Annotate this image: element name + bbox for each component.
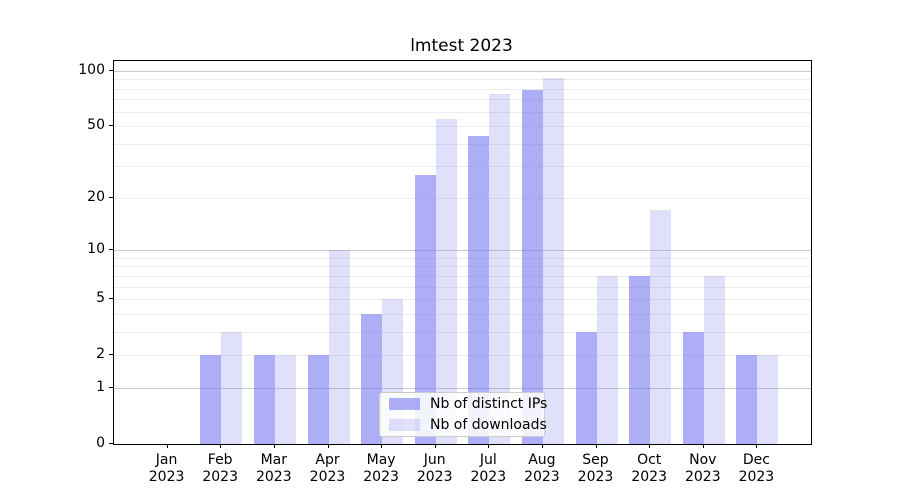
x-tick-mark bbox=[702, 444, 704, 448]
bar-distinct-ips-sep bbox=[575, 331, 597, 444]
bars-layer bbox=[114, 61, 811, 444]
bar-downloads-jul bbox=[489, 93, 511, 444]
chart-title: lmtest 2023 bbox=[410, 36, 513, 56]
gridline-minor bbox=[114, 166, 811, 168]
legend-swatch-downloads bbox=[389, 419, 420, 431]
y-tick-mark bbox=[109, 125, 113, 126]
bar-downloads-feb bbox=[221, 331, 243, 444]
bar-distinct-ips-may bbox=[361, 313, 383, 444]
y-tick-label: 2 bbox=[96, 346, 105, 363]
y-tick-label: 20 bbox=[87, 188, 105, 205]
y-tick-mark bbox=[109, 69, 113, 71]
y-tick-label: 100 bbox=[78, 61, 105, 78]
gridlines-layer bbox=[114, 61, 811, 444]
x-tick-mark bbox=[166, 444, 168, 448]
x-tick-label-jul: Jul 2023 bbox=[470, 452, 507, 485]
y-tick-label: 10 bbox=[87, 241, 105, 258]
gridline-minor bbox=[114, 286, 811, 288]
legend-item-downloads: Nb of downloads bbox=[389, 417, 547, 433]
bar-downloads-dec bbox=[757, 355, 779, 444]
bar-downloads-jun bbox=[435, 118, 457, 444]
gridline-minor bbox=[114, 197, 811, 199]
gridline-major bbox=[114, 387, 811, 389]
gridline-minor bbox=[114, 79, 811, 81]
y-tick-mark bbox=[109, 443, 113, 444]
gridline-minor bbox=[114, 88, 811, 90]
gridline-major bbox=[114, 70, 811, 72]
legend-label-distinct-ips: Nb of distinct IPs bbox=[430, 396, 548, 412]
gridline-major bbox=[114, 250, 811, 252]
legend: Nb of distinct IPs Nb of downloads bbox=[379, 392, 547, 437]
bar-distinct-ips-mar bbox=[253, 355, 275, 444]
x-tick-label-sep: Sep 2023 bbox=[577, 452, 614, 485]
gridline-minor bbox=[114, 143, 811, 145]
y-tick-mark bbox=[109, 249, 113, 251]
y-tick-mark bbox=[109, 386, 113, 388]
bar-downloads-mar bbox=[274, 355, 296, 444]
x-tick-mark bbox=[220, 444, 222, 448]
x-tick-label-nov: Nov 2023 bbox=[684, 452, 721, 485]
gridline-minor bbox=[114, 331, 811, 333]
legend-label-downloads: Nb of downloads bbox=[430, 417, 547, 433]
y-tick-label: 5 bbox=[96, 290, 105, 307]
bar-distinct-ips-dec bbox=[736, 355, 758, 444]
bar-distinct-ips-jun bbox=[414, 174, 436, 444]
x-tick-label-jan: Jan 2023 bbox=[148, 452, 185, 485]
x-tick-label-aug: Aug 2023 bbox=[524, 452, 560, 485]
x-tick-label-oct: Oct 2023 bbox=[631, 452, 667, 485]
gridline-minor bbox=[114, 111, 811, 113]
gridline-minor bbox=[114, 355, 811, 357]
x-tick-mark bbox=[488, 444, 490, 448]
legend-swatch-distinct-ips bbox=[389, 398, 420, 410]
x-tick-mark bbox=[541, 444, 543, 448]
bar-distinct-ips-apr bbox=[307, 355, 329, 444]
gridline-minor bbox=[114, 257, 811, 259]
gridline-minor bbox=[114, 299, 811, 301]
y-tick-mark bbox=[109, 354, 113, 356]
bar-downloads-aug bbox=[542, 77, 564, 444]
gridline-minor bbox=[114, 313, 811, 315]
gridline-minor bbox=[114, 126, 811, 127]
x-tick-mark bbox=[327, 444, 329, 448]
bar-distinct-ips-feb bbox=[200, 355, 222, 444]
bar-distinct-ips-oct bbox=[629, 275, 651, 444]
bar-distinct-ips-jul bbox=[468, 136, 490, 444]
x-tick-label-may: May 2023 bbox=[363, 452, 399, 485]
bar-downloads-apr bbox=[328, 250, 350, 444]
x-tick-mark bbox=[595, 444, 597, 448]
y-tick-label: 0 bbox=[96, 435, 105, 451]
x-tick-label-dec: Dec 2023 bbox=[738, 452, 775, 485]
gridline-minor bbox=[114, 99, 811, 101]
x-tick-mark bbox=[649, 444, 651, 448]
gridline-minor bbox=[114, 275, 811, 277]
x-tick-label-apr: Apr 2023 bbox=[309, 452, 346, 485]
x-tick-mark bbox=[381, 444, 383, 448]
bar-distinct-ips-aug bbox=[521, 89, 543, 444]
x-tick-mark bbox=[434, 444, 436, 448]
bar-downloads-oct bbox=[650, 210, 672, 444]
y-tick-mark bbox=[109, 196, 113, 198]
x-tick-mark bbox=[273, 444, 275, 448]
legend-item-distinct-ips: Nb of distinct IPs bbox=[389, 396, 547, 412]
x-tick-label-jun: Jun 2023 bbox=[416, 452, 453, 485]
bar-downloads-nov bbox=[703, 275, 725, 444]
gridline-minor bbox=[114, 266, 811, 268]
y-tick-label: 50 bbox=[87, 117, 105, 133]
x-tick-label-feb: Feb 2023 bbox=[202, 452, 238, 485]
x-tick-label-mar: Mar 2023 bbox=[255, 452, 292, 485]
bar-distinct-ips-nov bbox=[682, 331, 704, 444]
y-tick-mark bbox=[109, 298, 113, 300]
bar-downloads-sep bbox=[596, 275, 618, 444]
plot-area bbox=[113, 60, 812, 445]
y-tick-label: 1 bbox=[96, 378, 105, 395]
x-tick-mark bbox=[756, 444, 758, 448]
